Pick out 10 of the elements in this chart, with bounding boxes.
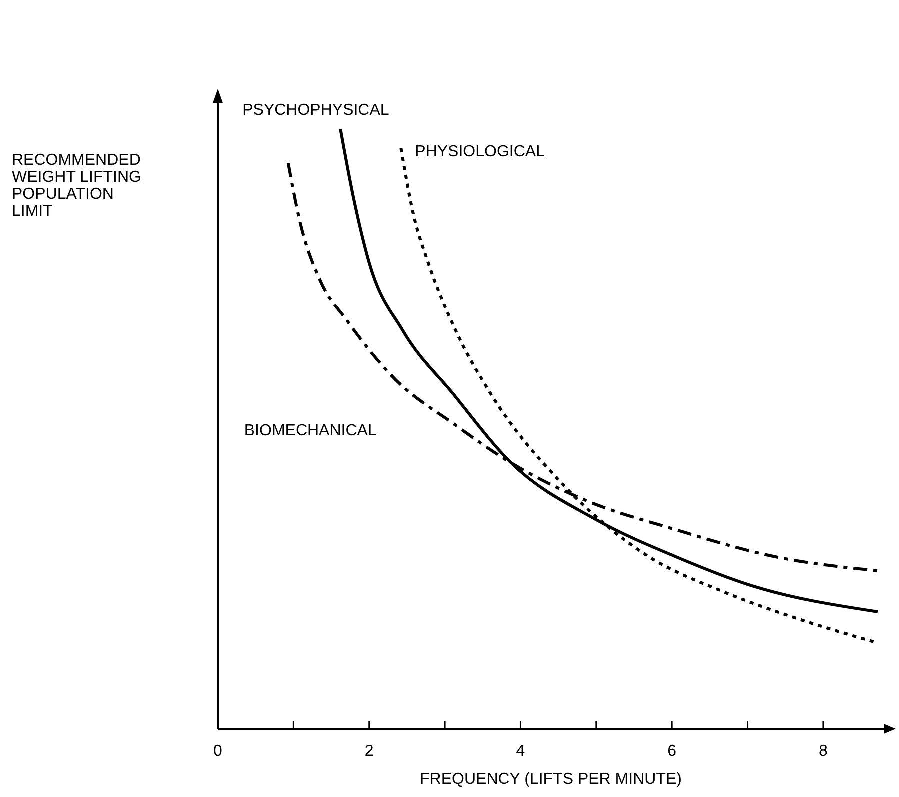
x-tick-label: 6: [668, 743, 677, 760]
series-label: PSYCHOPHYSICAL: [242, 102, 390, 120]
x-tick-label: 8: [819, 743, 828, 760]
text: BIOMECHANICAL: [244, 422, 377, 440]
x-axis-title: FREQUENCY (LIFTS PER MINUTE): [420, 771, 682, 788]
series-label: PHYSIOLOGICAL: [415, 143, 546, 160]
x-tick-label: 0: [214, 743, 223, 760]
x-tick-label: 2: [364, 743, 374, 760]
y-axis-title: RECOMMENDED WEIGHT LIFTING POPULATION LIMIT: [12, 152, 142, 220]
x-tick-label: 4: [516, 743, 526, 760]
